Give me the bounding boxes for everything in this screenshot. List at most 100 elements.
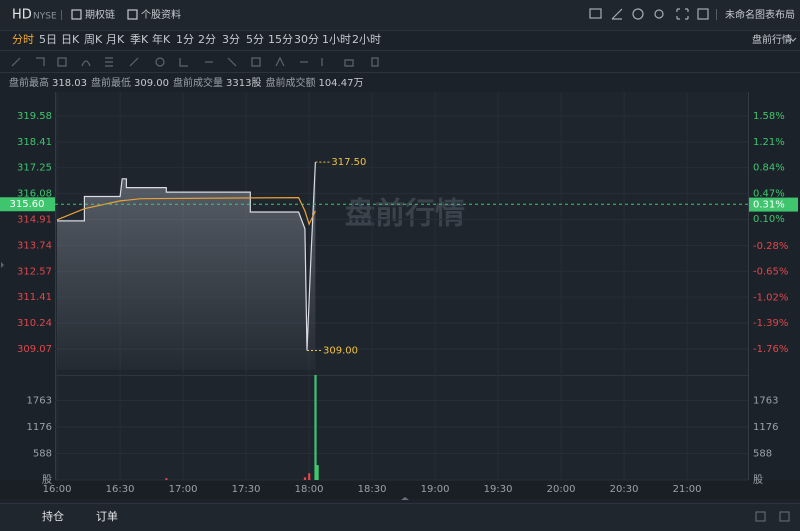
y-tick-label: 310.24 <box>17 318 52 329</box>
toolbar-icons <box>589 8 709 20</box>
y-tick-label: 319.58 <box>17 111 52 122</box>
last-change-box <box>749 197 798 212</box>
symbol: HD <box>12 8 32 23</box>
timeframe[interactable]: 季K <box>130 33 149 46</box>
info-value: 318.03 <box>52 78 87 89</box>
x-tick-label: 18:00 <box>295 484 324 495</box>
y2-tick-label: -1.02% <box>753 292 788 303</box>
annotation: 317.50 <box>331 157 366 168</box>
info-value: 104.47万 <box>318 78 363 89</box>
volume-tick-label: 股 <box>753 474 763 486</box>
info-line: 盘前最高 318.03 盘前最低 309.00 盘前成交量 3313股 盘前成交额 104.4… <box>9 76 363 89</box>
series-line <box>56 196 316 226</box>
y2-tick-label: -1.39% <box>753 318 788 329</box>
info-label: 盘前成交量 <box>173 76 223 89</box>
volume-bar <box>316 465 319 480</box>
timeframe[interactable]: 日K <box>61 33 80 46</box>
y2-tick-label: 0.47% <box>753 188 785 199</box>
x-tick-label: 16:30 <box>106 484 135 495</box>
icon[interactable] <box>654 9 664 19</box>
y2-tick-label: -1.76% <box>753 344 788 355</box>
time-axis <box>0 480 800 499</box>
x-tick-label: 19:00 <box>421 484 450 495</box>
timeframe[interactable]: 周K <box>84 33 103 46</box>
x-tick-label: 17:00 <box>169 484 198 495</box>
timeframe[interactable]: 3分 <box>222 33 240 46</box>
icon[interactable] <box>611 8 623 20</box>
y2-tick-label: 1.58% <box>753 111 785 122</box>
y-tick-label: 309.07 <box>17 344 52 355</box>
volume-tick-label: 588 <box>33 448 52 459</box>
series-line <box>57 162 316 351</box>
drawing-tools <box>11 56 379 67</box>
icon[interactable] <box>676 8 689 20</box>
volume-tick-label: 1176 <box>27 422 52 433</box>
watermark: 盘前行情 <box>345 197 465 232</box>
timeframe[interactable]: 5分 <box>246 33 264 46</box>
timeframe[interactable]: 1分 <box>176 33 194 46</box>
y-tick-label: 314.91 <box>17 215 52 226</box>
y-tick-label: 317.25 <box>17 163 52 174</box>
price-area <box>57 162 316 370</box>
last-change: 0.31% <box>753 200 785 211</box>
volume-tick-label: 股 <box>42 474 52 486</box>
bottom-bar <box>0 504 800 531</box>
annotation: 309.00 <box>323 345 358 356</box>
timeframe[interactable]: 1小时 <box>322 33 351 46</box>
last-price: 315.60 <box>10 199 45 210</box>
chevron <box>789 37 797 42</box>
collapse-arrow[interactable] <box>401 497 409 500</box>
info-label: 盘前最低 <box>91 76 131 89</box>
y2-tick-label: 0.10% <box>753 214 785 225</box>
volume-bar <box>308 473 311 480</box>
volume-tick-label: 1763 <box>753 395 778 406</box>
x-tick-label: 21:00 <box>673 484 702 495</box>
link[interactable]: 期权链 <box>85 8 115 21</box>
x-tick-label: 20:30 <box>610 484 639 495</box>
top-bar <box>0 0 800 30</box>
layout-name[interactable]: 未命名图表布局 <box>725 8 795 21</box>
x-tick-label: 18:30 <box>358 484 387 495</box>
y-tick-label: 316.08 <box>17 189 52 200</box>
timeframe[interactable]: 5日 <box>39 33 57 46</box>
timeframe[interactable]: 15分 <box>268 33 293 46</box>
timeframe[interactable]: 分时 <box>12 33 34 46</box>
info-value: 309.00 <box>134 78 169 89</box>
y-tick-label: 311.41 <box>17 292 52 303</box>
volume-bar <box>303 477 307 480</box>
icon[interactable] <box>632 8 644 20</box>
timeframe[interactable]: 年K <box>152 32 171 46</box>
link[interactable]: 个股资料 <box>141 8 181 21</box>
timeframe[interactable]: 2分 <box>198 33 216 46</box>
volume-tick-label: 1176 <box>753 422 778 433</box>
x-tick-label: 17:30 <box>232 484 261 495</box>
y2-tick-label: -0.65% <box>753 267 788 278</box>
timeframe[interactable]: 月K <box>106 33 125 46</box>
tab[interactable]: 持仓 <box>42 509 64 523</box>
y-tick-label: 312.57 <box>17 266 52 277</box>
y-tick-label: 318.41 <box>17 137 52 148</box>
exchange: NYSE <box>33 12 57 22</box>
icon[interactable] <box>755 511 766 522</box>
info-label: 盘前最高 <box>9 76 49 89</box>
y2-tick-label: 1.21% <box>753 137 785 148</box>
volume-tick-label: 1763 <box>27 395 52 406</box>
icon[interactable] <box>779 511 790 522</box>
side-handle[interactable] <box>1 262 4 268</box>
timeframe[interactable]: 2小时 <box>352 33 381 46</box>
tab[interactable]: 订单 <box>96 510 118 523</box>
x-tick-label: 20:00 <box>547 484 576 495</box>
timeframe[interactable]: 30分 <box>294 33 319 46</box>
last-price-box <box>0 197 55 212</box>
x-tick-label: 19:30 <box>484 484 513 495</box>
y-tick-label: 313.74 <box>17 240 52 251</box>
y2-tick-label: 0.84% <box>753 163 785 174</box>
x-tick-label: 16:00 <box>43 484 72 495</box>
session-select[interactable]: 盘前行情 <box>752 33 792 46</box>
icon[interactable] <box>697 8 709 20</box>
info-label: 盘前成交额 <box>265 76 315 89</box>
icon <box>127 9 138 20</box>
volume-bar <box>314 374 317 480</box>
icon[interactable] <box>589 8 602 19</box>
